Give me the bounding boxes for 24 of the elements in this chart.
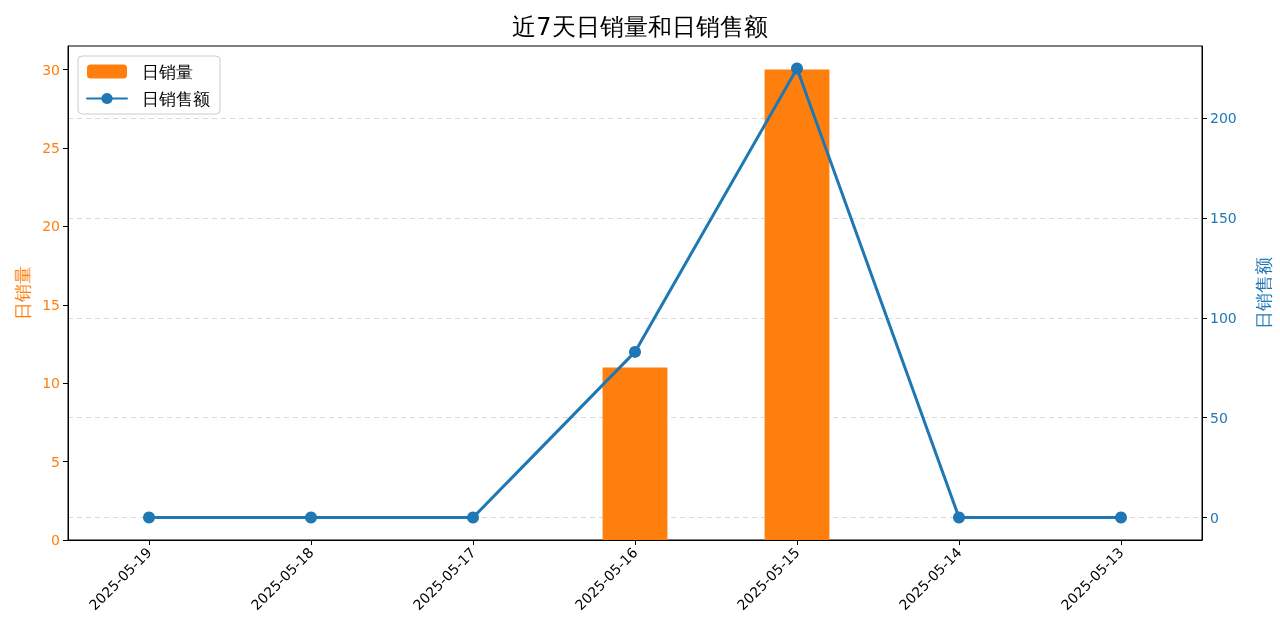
y2-tick-label: 150 bbox=[1210, 210, 1237, 227]
point bbox=[629, 345, 641, 358]
chart-title: 近7天日销量和日销售额 bbox=[512, 13, 768, 41]
y2-tick-label: 100 bbox=[1210, 309, 1237, 326]
y2-tick-label: 0 bbox=[1210, 509, 1219, 526]
point bbox=[1115, 511, 1127, 524]
point bbox=[953, 511, 965, 524]
y-tick-label: 5 bbox=[51, 453, 60, 470]
legend-label: 日销售额 bbox=[142, 88, 210, 109]
point bbox=[467, 511, 479, 524]
legend-label: 日销量 bbox=[142, 61, 193, 82]
y-tick-label: 0 bbox=[51, 532, 60, 548]
y-tick-label: 15 bbox=[42, 296, 60, 313]
y-axis-title: 日销量 bbox=[11, 266, 33, 320]
y-tick-label: 20 bbox=[42, 218, 60, 235]
y-tick-label: 30 bbox=[42, 61, 60, 78]
y-tick-label: 25 bbox=[42, 139, 60, 156]
y2-axis-title: 日销售额 bbox=[1252, 257, 1274, 329]
y-tick-label: 10 bbox=[42, 375, 60, 392]
y2-tick-label: 50 bbox=[1210, 409, 1228, 426]
point bbox=[143, 511, 155, 524]
point bbox=[305, 511, 317, 524]
point bbox=[791, 62, 803, 75]
y2-tick-label: 200 bbox=[1210, 110, 1237, 127]
